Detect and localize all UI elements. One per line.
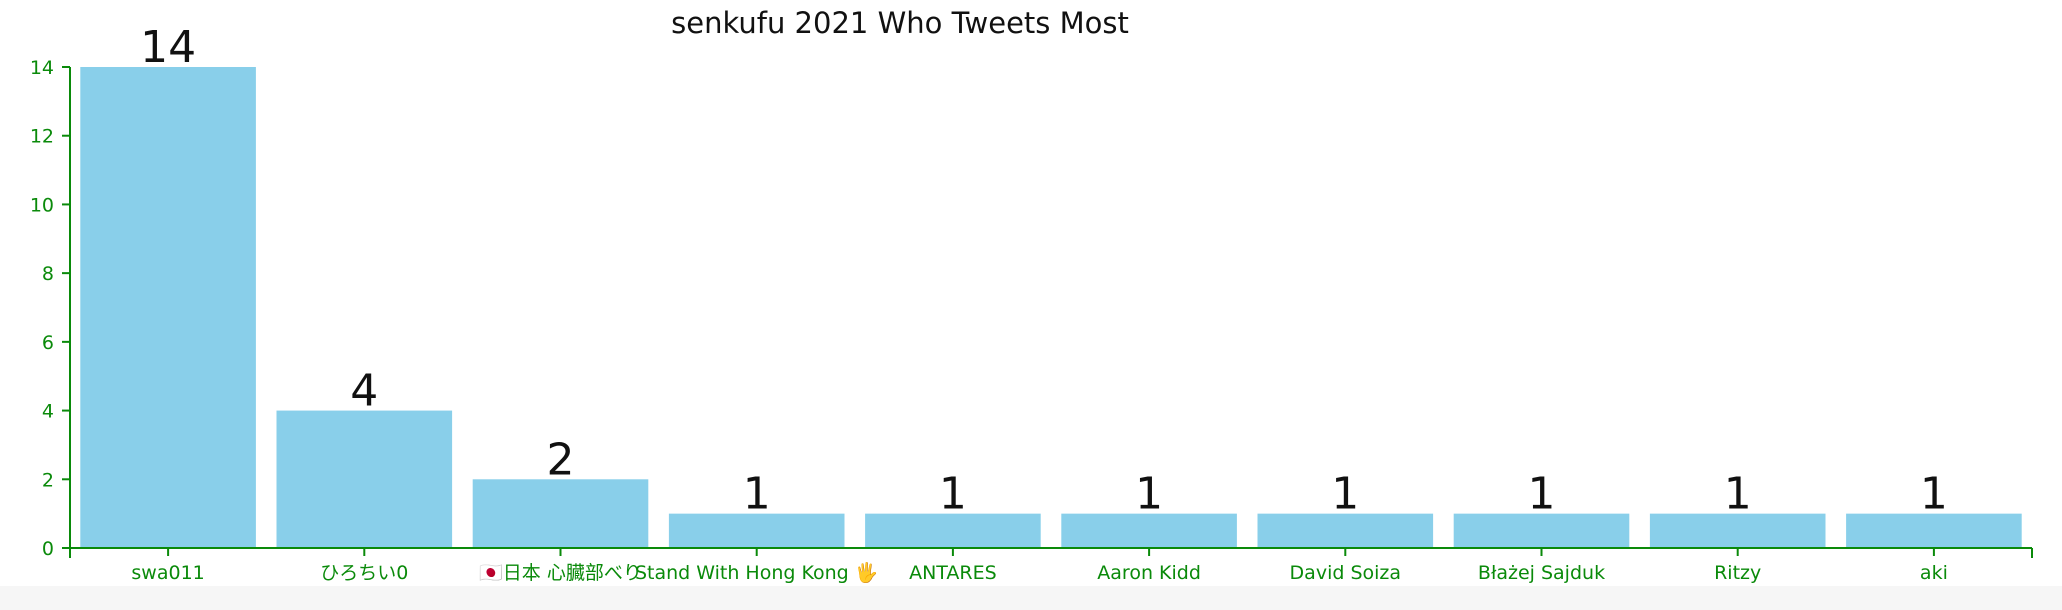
bar-6 — [1257, 513, 1434, 548]
bar-9 — [1846, 513, 2022, 548]
y-tick-label-7: 14 — [30, 57, 54, 79]
bar-0 — [80, 67, 256, 548]
x-tick-label-7: Błażej Sajduk — [1478, 562, 1605, 584]
x-tick-label-9: aki — [1920, 562, 1948, 584]
x-tick-label-0: swa011 — [131, 562, 204, 584]
chart-title: senkufu 2021 Who Tweets Most — [671, 6, 1129, 40]
data-label-5: 1 — [1135, 469, 1163, 520]
bar-3 — [668, 513, 845, 548]
x-tick-label-6: David Soiza — [1290, 562, 1401, 584]
x-tick-label-8: Ritzy — [1714, 562, 1761, 584]
bottom-strip — [0, 586, 2062, 610]
bar-1 — [276, 410, 453, 548]
bar-5 — [1061, 513, 1237, 548]
data-label-6: 1 — [1331, 469, 1359, 520]
y-tick-label-2: 4 — [42, 401, 54, 423]
y-tick-label-1: 2 — [42, 469, 54, 491]
x-tick-label-3: Stand With Hong Kong 🖐 — [635, 561, 878, 585]
data-label-7: 1 — [1528, 469, 1556, 520]
y-tick-label-6: 12 — [30, 126, 54, 148]
y-tick-label-5: 10 — [30, 194, 54, 216]
data-label-8: 1 — [1724, 469, 1752, 520]
bar-8 — [1649, 513, 1826, 548]
data-label-2: 2 — [547, 434, 575, 485]
bar-7 — [1453, 513, 1630, 548]
data-label-0: 14 — [140, 22, 196, 73]
bar-4 — [865, 513, 1041, 548]
bar-2 — [472, 479, 649, 548]
data-label-4: 1 — [939, 469, 967, 520]
data-label-3: 1 — [743, 469, 771, 520]
x-tick-label-4: ANTARES — [909, 562, 997, 584]
x-tick-label-2: 🇯🇵日本 心臓部べり — [479, 562, 642, 584]
x-tick-label-1: ひろちい0 — [320, 562, 408, 584]
y-tick-label-4: 8 — [42, 263, 54, 285]
data-label-1: 4 — [350, 366, 378, 417]
y-tick-label-0: 0 — [42, 538, 54, 560]
x-tick-label-5: Aaron Kidd — [1097, 562, 1201, 584]
y-tick-label-3: 6 — [42, 332, 54, 354]
data-label-9: 1 — [1920, 469, 1948, 520]
